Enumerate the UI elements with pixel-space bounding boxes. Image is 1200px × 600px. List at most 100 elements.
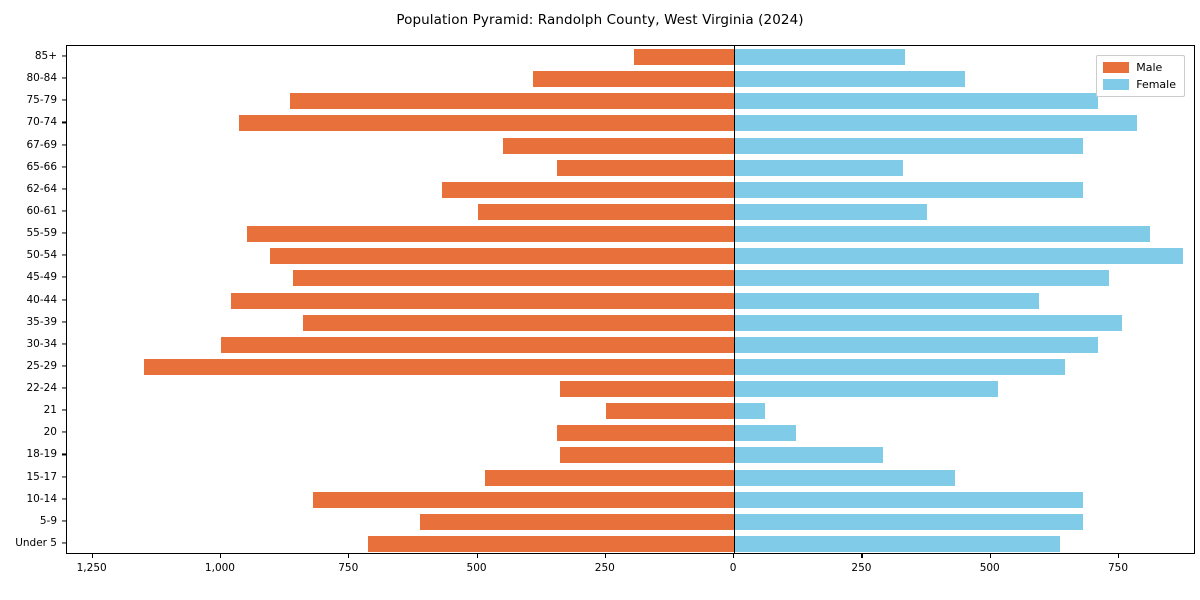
y-tick-mark (62, 77, 66, 79)
y-tick-label: 70-74 (26, 116, 57, 129)
bar-male (246, 226, 735, 243)
x-tick-label: 250 (594, 562, 615, 574)
bar-female (734, 381, 999, 398)
bar-male (485, 469, 735, 486)
y-tick-mark (62, 298, 66, 301)
bar-female (734, 248, 1184, 265)
y-tick-mark (62, 321, 66, 323)
x-axis: 1,250 1,000 750 500 250 0 250 500 750 (66, 554, 1195, 594)
y-tick-label: 80-84 (26, 72, 57, 85)
bar-male (557, 159, 735, 176)
x-tick-label: 0 (729, 562, 737, 574)
x-tick-mark (348, 554, 350, 558)
legend-item-female[interactable]: Female (1103, 78, 1176, 91)
y-tick-label: 20 (43, 426, 57, 439)
x-tick-mark (604, 554, 606, 558)
y-tick-label: 10-14 (26, 492, 57, 505)
y-tick-mark (62, 453, 66, 455)
y-tick-label: 85+ (34, 50, 57, 63)
y-tick-mark (62, 475, 66, 478)
y-tick-label: 60-61 (26, 204, 57, 217)
bar-female (734, 447, 883, 464)
x-tick-mark (219, 554, 222, 558)
bar-female (734, 203, 927, 220)
y-tick-label: 67-69 (26, 138, 57, 151)
bar-male (503, 137, 735, 154)
bar-female (734, 425, 796, 442)
bar-male (269, 248, 735, 265)
y-tick-label: 21 (43, 404, 57, 417)
x-tick-label: 250 (851, 562, 872, 574)
bar-male (292, 270, 735, 287)
bar-male (220, 336, 735, 353)
bar-male (559, 381, 735, 398)
bar-female (734, 71, 966, 88)
bar-female (734, 469, 955, 486)
bar-male (634, 49, 735, 66)
y-tick-label: 18-19 (26, 448, 57, 461)
bar-female (734, 93, 1099, 110)
y-tick-mark (62, 254, 66, 256)
x-tick-mark (733, 554, 735, 558)
legend-label-female: Female (1136, 78, 1176, 91)
legend[interactable]: Male Female (1096, 55, 1185, 97)
x-tick-mark (1118, 554, 1120, 558)
plot-area: Male Female (66, 45, 1195, 554)
bar-male (420, 513, 735, 530)
bar-female (734, 49, 905, 66)
bar-female (734, 181, 1084, 198)
x-tick-mark (476, 554, 478, 558)
bar-female (734, 292, 1040, 309)
x-tick-label: 750 (338, 562, 359, 574)
bar-male (559, 447, 735, 464)
x-tick-label: 500 (466, 562, 487, 574)
y-tick-mark (62, 188, 66, 190)
x-tick-mark (861, 554, 863, 558)
bars-layer (67, 46, 1194, 553)
bar-male (367, 535, 735, 552)
y-tick-mark (62, 210, 66, 212)
y-tick-label: 5-9 (39, 514, 57, 527)
y-tick-label: 50-54 (26, 249, 57, 262)
bar-female (734, 535, 1060, 552)
bar-female (734, 513, 1084, 530)
y-tick-label: 22-24 (26, 382, 57, 395)
zero-axis-line (734, 46, 736, 553)
bar-male (303, 314, 735, 331)
y-tick-mark (62, 365, 66, 367)
bar-female (734, 159, 904, 176)
y-tick-mark (62, 343, 66, 345)
legend-swatch-male (1103, 62, 1130, 73)
y-tick-mark (62, 409, 66, 411)
x-tick-mark (989, 554, 991, 558)
bar-male (477, 203, 735, 220)
y-tick-mark (62, 166, 66, 168)
y-tick-mark (62, 520, 66, 522)
legend-item-male[interactable]: Male (1103, 61, 1176, 74)
y-tick-mark (62, 144, 66, 146)
bar-male (231, 292, 735, 309)
bar-female (734, 403, 765, 420)
y-tick-label: 62-64 (26, 182, 57, 195)
y-tick-mark (62, 542, 66, 544)
y-tick-mark (62, 276, 66, 278)
y-tick-label: 65-66 (26, 160, 57, 173)
y-tick-label: 30-34 (26, 337, 57, 350)
x-tick-label: 750 (1107, 562, 1129, 574)
y-tick-label: 40-44 (26, 293, 57, 306)
y-tick-mark (62, 121, 66, 123)
bar-male (143, 358, 735, 375)
bar-male (441, 181, 735, 198)
bar-female (734, 226, 1150, 243)
y-tick-label: 75-79 (26, 94, 57, 107)
y-tick-mark (62, 498, 66, 500)
bar-male (532, 71, 735, 88)
y-tick-label: 35-39 (26, 315, 57, 328)
y-tick-mark (62, 431, 66, 433)
bar-male (313, 491, 735, 508)
legend-swatch-female (1103, 79, 1130, 90)
bar-female (734, 137, 1084, 154)
y-tick-label: Under 5 (15, 536, 57, 549)
x-tick-label: 1,000 (204, 562, 235, 574)
